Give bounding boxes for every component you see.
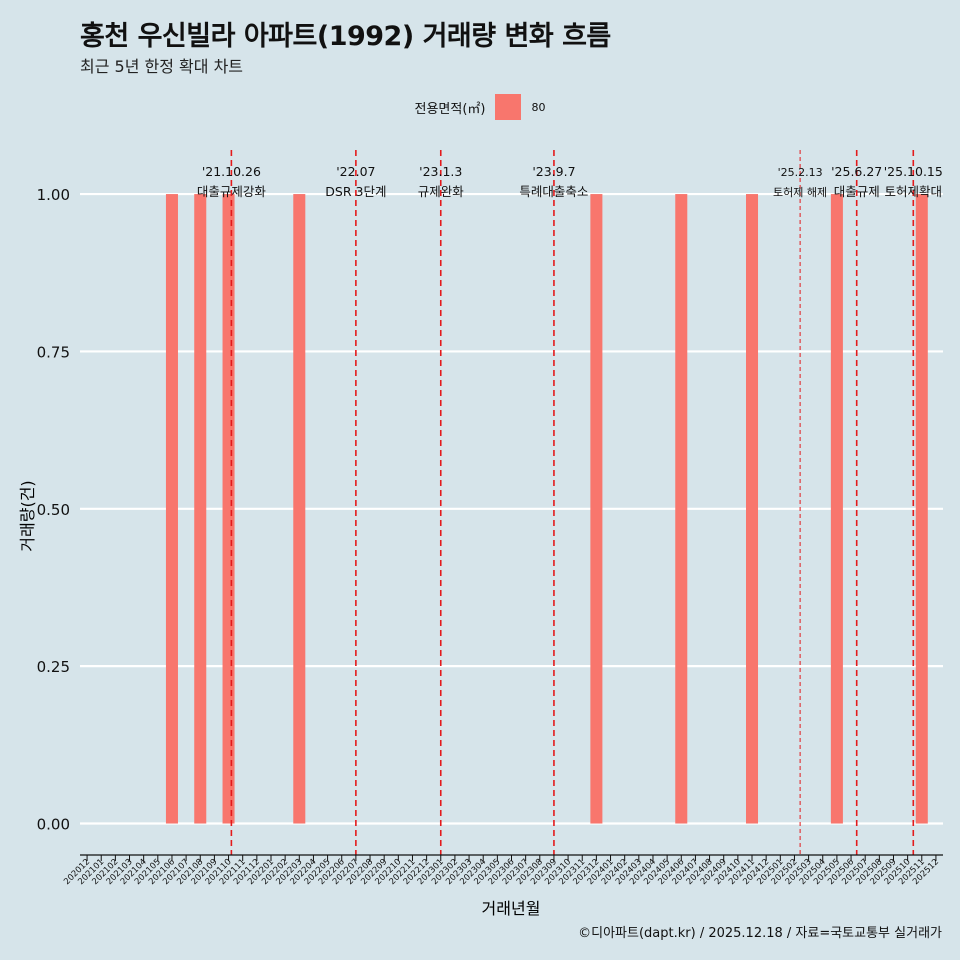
grid-lines (80, 192, 943, 825)
event-name-label: 토허제 해제 (773, 185, 827, 199)
bars (165, 194, 928, 824)
y-axis: 0.00 0.25 0.50 0.75 1.00 (37, 186, 70, 833)
bar (222, 194, 235, 824)
event-name-label: 대출규제 (834, 184, 880, 199)
event-name-label: 토허제확대 (885, 184, 943, 199)
chart-subtitle: 최근 5년 한정 확대 차트 (80, 57, 244, 76)
bar (165, 194, 178, 824)
legend-label: 80 (531, 100, 546, 114)
source-caption: ©디아파트(dapt.kr) / 2025.12.18 / 자료=국토교통부 실… (578, 926, 942, 941)
event-date-label: '22.07 (336, 164, 375, 179)
x-axis: 2020122021012021022021032021042021052021… (62, 854, 943, 887)
event-name-label: DSR 3단계 (325, 184, 386, 199)
y-tick-label: 1.00 (37, 186, 70, 204)
legend-swatch (495, 94, 522, 120)
event-date-label: '23.1.3 (419, 164, 462, 179)
bar (590, 194, 603, 824)
y-axis-label: 거래량(건) (18, 480, 37, 551)
event-date-label: '25.6.27 (831, 164, 882, 179)
y-tick-label: 0.00 (37, 816, 70, 834)
event-date-label: '23.9.7 (532, 164, 575, 179)
bar (830, 194, 843, 824)
annotations: '21.10.26 대출규제강화 '22.07 DSR 3단계 '23.1.3 규제완화 '… (197, 150, 943, 855)
y-tick-label: 0.50 (37, 501, 70, 519)
bar (745, 194, 759, 824)
bar (675, 194, 688, 824)
x-axis-label: 거래년월 (482, 899, 541, 918)
bar (194, 194, 207, 824)
event-date-label: '21.10.26 (202, 164, 261, 179)
bar (293, 194, 306, 824)
y-tick-label: 0.25 (37, 658, 70, 676)
y-tick-label: 0.75 (37, 343, 70, 361)
chart-title: 홍천 우신빌라 아파트(1992) 거래량 변화 흐름 (80, 21, 611, 52)
event-name-label: 규제완화 (418, 184, 465, 199)
legend: 전용면적(㎡) 80 (0, 94, 960, 120)
event-date-label: '25.10.15 (884, 164, 943, 179)
legend-title: 전용면적(㎡) (414, 101, 486, 117)
event-name-label: 특례대출축소 (519, 184, 588, 199)
bar (915, 194, 928, 824)
event-name-label: 대출규제강화 (197, 184, 267, 199)
event-date-label: '25.2.13 (778, 166, 823, 179)
